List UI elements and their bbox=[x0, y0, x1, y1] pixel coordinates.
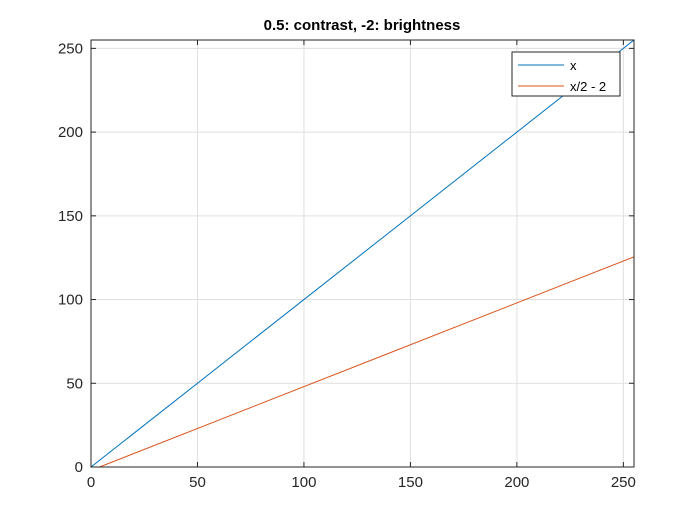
x-tick-label: 0 bbox=[87, 474, 95, 491]
legend-label-x-half-minus-2: x/2 - 2 bbox=[570, 79, 606, 94]
y-axis: 0 50 100 150 200 250 bbox=[58, 40, 634, 476]
x-tick-label: 100 bbox=[291, 474, 316, 491]
y-tick-label: 250 bbox=[58, 40, 83, 57]
series-layer bbox=[91, 40, 634, 467]
y-tick-label: 150 bbox=[58, 208, 83, 225]
legend-label-x: x bbox=[570, 58, 577, 73]
chart-title: 0.5: contrast, -2: brightness bbox=[264, 17, 461, 34]
x-axis: 0 50 100 150 200 250 bbox=[87, 40, 636, 491]
x-tick-label: 250 bbox=[611, 474, 636, 491]
legend-box bbox=[511, 51, 621, 97]
x-tick-label: 50 bbox=[189, 474, 206, 491]
legend: x x/2 - 2 bbox=[511, 51, 621, 97]
axes: 0 50 100 150 200 250 0 50 100 150 200 250 bbox=[58, 39, 636, 491]
axes-box bbox=[90, 39, 635, 468]
x-tick-label: 150 bbox=[398, 474, 423, 491]
y-tick-label: 200 bbox=[58, 124, 83, 141]
y-tick-label: 0 bbox=[75, 459, 83, 476]
series-line-1 bbox=[91, 40, 634, 467]
y-tick-label: 100 bbox=[58, 292, 83, 309]
y-tick-label: 50 bbox=[66, 375, 83, 392]
series-line-2 bbox=[98, 256, 634, 467]
x-tick-label: 200 bbox=[504, 474, 529, 491]
